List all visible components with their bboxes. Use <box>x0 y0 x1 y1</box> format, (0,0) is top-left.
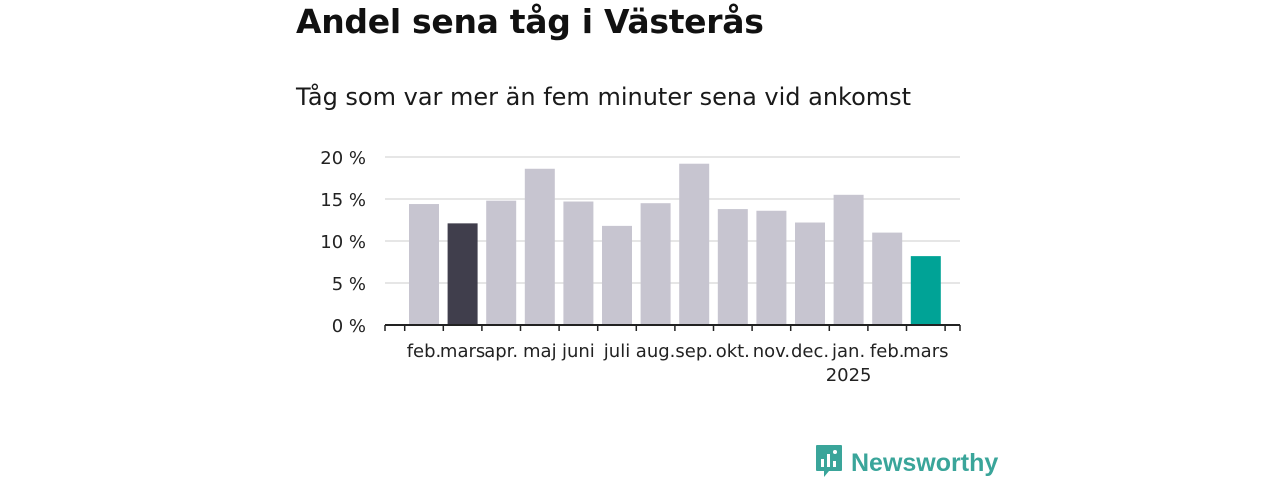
bar <box>524 168 555 325</box>
x-tick-label: nov. <box>753 341 790 362</box>
x-tick-label: aug. <box>636 341 676 362</box>
y-tick-label: 15 % <box>320 190 366 211</box>
x-tick-label: sep. <box>675 341 713 362</box>
bar <box>679 163 710 325</box>
y-tick-label: 0 % <box>332 316 366 337</box>
bar <box>717 209 748 325</box>
bar <box>756 210 787 325</box>
x-tick-label: mars <box>440 341 485 362</box>
y-tick-label: 5 % <box>332 274 366 295</box>
bar <box>795 222 825 325</box>
x-tick-label: feb. <box>407 341 442 362</box>
brand-logo[interactable]: Newsworthy <box>815 444 999 482</box>
chart-title: Andel sena tåg i Västerås <box>296 2 764 41</box>
y-tick-label: 20 % <box>320 148 366 169</box>
grid-lines <box>385 156 960 284</box>
bar <box>486 200 517 325</box>
x-tick-label: mars <box>903 341 948 362</box>
bar <box>447 223 478 325</box>
bar <box>563 201 594 325</box>
newsworthy-logo-icon <box>815 444 843 482</box>
x-tick-label: apr. <box>484 341 518 362</box>
x-axis <box>384 324 961 331</box>
bar <box>872 232 903 325</box>
bar <box>833 194 864 325</box>
x-tick-label: juni <box>561 341 595 362</box>
y-axis-labels: 0 % 5 % 10 % 15 % 20 % <box>320 148 366 337</box>
chart-subtitle: Tåg som var mer än fem minuter sena vid … <box>296 83 912 111</box>
x-tick-label: maj <box>523 341 557 362</box>
bars <box>409 163 941 325</box>
bar <box>640 203 671 325</box>
x-tick-label: okt. <box>716 341 750 362</box>
x-tick-label: dec. <box>791 341 829 362</box>
x-tick-label: jan. <box>831 341 865 362</box>
brand-name: Newsworthy <box>851 448 999 477</box>
bar <box>910 256 941 325</box>
y-tick-label: 10 % <box>320 232 366 253</box>
bar <box>602 225 632 325</box>
x-tick-label: juli <box>603 341 630 362</box>
x-year-label: 2025 <box>826 365 872 386</box>
bar <box>409 204 439 325</box>
x-tick-label: feb. <box>870 341 905 362</box>
